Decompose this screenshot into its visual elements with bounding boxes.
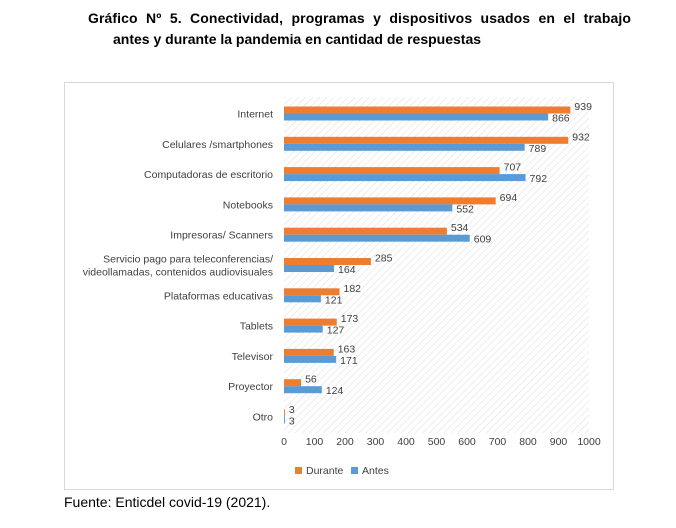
bar-durante-7 (284, 318, 337, 326)
bar-durante-6 (284, 288, 340, 296)
value-label-antes: 121 (325, 294, 343, 306)
value-label-antes: 866 (552, 113, 570, 125)
value-label-durante: 932 (572, 131, 590, 143)
category-label: Celulares /smartphones (162, 139, 273, 151)
category-label: Computadoras de escritorio (144, 169, 273, 181)
value-label-durante: 694 (500, 192, 518, 204)
value-label-durante: 285 (375, 253, 393, 265)
category-label: Internet (237, 109, 273, 121)
bar-antes-8 (284, 355, 337, 363)
x-tick-label: 400 (397, 436, 415, 448)
title-line-1: Gráfico Nº 5. Conectividad, programas y … (88, 10, 631, 26)
category-label: Notebooks (223, 199, 273, 211)
bar-antes-2 (284, 174, 526, 182)
category-label: Televisor (232, 351, 274, 363)
bar-durante-10 (284, 409, 285, 417)
bar-durante-2 (284, 167, 500, 175)
x-tick-label: 100 (306, 436, 324, 448)
x-tick-label: 300 (367, 436, 385, 448)
x-tick-label: 1000 (577, 436, 601, 448)
bars (284, 106, 571, 424)
bar-durante-0 (284, 106, 571, 114)
bar-antes-0 (284, 113, 549, 121)
x-tick-label: 600 (458, 436, 476, 448)
bar-durante-4 (284, 227, 447, 235)
value-label-durante: 173 (341, 313, 359, 325)
value-label-durante: 939 (574, 101, 592, 113)
bar-antes-7 (284, 325, 323, 333)
value-labels: 9398669327897077926945525346092851641821… (289, 101, 592, 428)
bar-antes-1 (284, 143, 525, 151)
x-tick-label: 700 (489, 436, 507, 448)
legend-swatch-antes (351, 467, 358, 474)
bar-antes-10 (284, 416, 285, 424)
value-label-durante: 534 (451, 222, 469, 234)
category-label: Tablets (240, 321, 273, 333)
bar-antes-9 (284, 386, 322, 394)
category-label: Plataformas educativas (164, 290, 273, 302)
source-note: Fuente: Enticdel covid-19 (2021). (64, 494, 271, 510)
chart-frame: Internet Celulares /smartphones Computador… (64, 82, 614, 490)
x-tick-label: 500 (428, 436, 446, 448)
x-tick-label: 0 (281, 436, 287, 448)
x-tick-label: 200 (336, 436, 354, 448)
value-label-antes: 609 (474, 234, 492, 246)
value-label-durante: 707 (504, 162, 522, 174)
legend: Durante Antes (295, 465, 389, 477)
category-label: Impresoras/ Scanners (170, 230, 273, 242)
bar-durante-3 (284, 197, 496, 205)
value-label-antes: 127 (327, 325, 345, 337)
bar-antes-6 (284, 295, 321, 303)
category-label: Otro (253, 412, 274, 424)
value-label-durante: 56 (305, 374, 317, 386)
value-label-antes: 789 (529, 143, 547, 155)
category-label: Servicio pago para teleconferencias/ (103, 254, 273, 266)
category-labels: Internet Celulares /smartphones Computador… (83, 109, 274, 424)
bar-durante-9 (284, 379, 302, 387)
value-label-antes: 3 (289, 416, 295, 428)
bar-antes-4 (284, 234, 470, 242)
bar-chart: Internet Celulares /smartphones Computador… (83, 97, 601, 477)
legend-label-antes: Antes (362, 465, 389, 477)
bar-durante-1 (284, 136, 569, 144)
value-label-antes: 164 (338, 264, 356, 276)
legend-label-durante: Durante (306, 465, 344, 477)
value-label-durante: 163 (338, 343, 356, 355)
value-label-antes: 552 (456, 203, 474, 215)
value-label-durante: 182 (344, 283, 362, 295)
bar-durante-8 (284, 348, 334, 356)
category-label: videollamadas, contenidos audiovisuales (83, 267, 273, 279)
bar-durante-5 (284, 258, 371, 265)
value-label-antes: 792 (530, 173, 548, 185)
x-tick-label: 900 (550, 436, 568, 448)
x-tick-label: 800 (519, 436, 537, 448)
category-label: Proyector (228, 381, 273, 393)
title-line-2: antes y durante la pandemia en cantidad … (113, 31, 482, 47)
legend-swatch-durante (295, 467, 302, 474)
value-label-antes: 124 (326, 385, 344, 397)
value-label-antes: 171 (340, 355, 358, 367)
value-label-durante: 3 (289, 404, 295, 416)
x-axis-ticks: 0 100 200 300 400 500 600 700 800 900 1000 (281, 436, 601, 448)
bar-antes-5 (284, 265, 335, 272)
bar-antes-3 (284, 204, 453, 212)
